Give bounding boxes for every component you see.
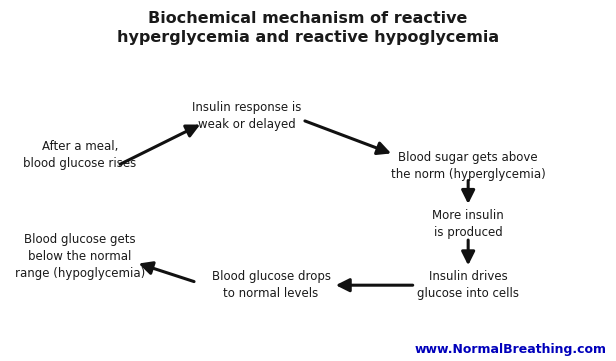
Text: After a meal,
blood glucose rises: After a meal, blood glucose rises (23, 140, 137, 170)
Text: Insulin drives
glucose into cells: Insulin drives glucose into cells (417, 270, 519, 300)
Text: Insulin response is
weak or delayed: Insulin response is weak or delayed (192, 100, 301, 131)
Text: www.NormalBreathing.com: www.NormalBreathing.com (415, 343, 607, 356)
Text: More insulin
is produced: More insulin is produced (432, 209, 504, 239)
Text: Blood sugar gets above
the norm (hyperglycemia): Blood sugar gets above the norm (hypergl… (391, 151, 546, 181)
Text: Biochemical mechanism of reactive
hyperglycemia and reactive hypoglycemia: Biochemical mechanism of reactive hyperg… (117, 11, 499, 45)
Text: Blood glucose gets
below the normal
range (hypoglycemia): Blood glucose gets below the normal rang… (15, 233, 145, 280)
Text: Blood glucose drops
to normal levels: Blood glucose drops to normal levels (211, 270, 331, 300)
